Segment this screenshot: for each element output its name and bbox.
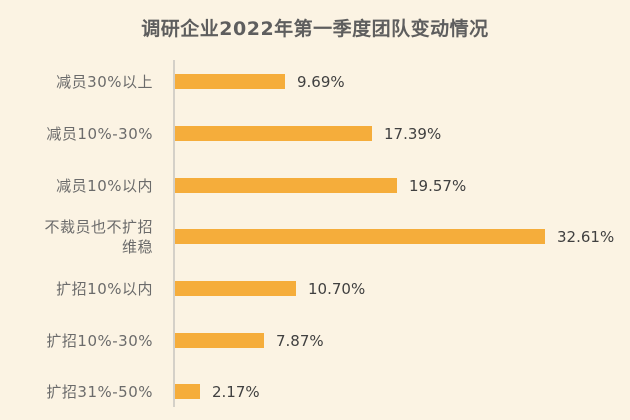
category-label: 减员10%以内 — [56, 176, 153, 195]
bar — [175, 74, 285, 89]
value-label: 2.17% — [212, 382, 260, 401]
bar — [175, 178, 397, 193]
bar — [175, 384, 200, 399]
category-label: 扩招31%-50% — [46, 382, 153, 401]
y-axis-line — [173, 60, 175, 407]
value-label: 7.87% — [276, 331, 324, 350]
category-label: 扩招10%以内 — [56, 279, 153, 298]
bar-row: 减员10%以内 19.57% — [0, 176, 630, 195]
bar-row: 减员30%以上 9.69% — [0, 72, 630, 91]
value-label: 17.39% — [384, 124, 442, 143]
bar-row: 扩招10%以内 10.70% — [0, 279, 630, 298]
category-label: 不裁员也不扩招 维稳 — [44, 217, 153, 256]
category-label: 扩招10%-30% — [46, 331, 153, 350]
chart-title: 调研企业2022年第一季度团队变动情况 — [141, 18, 489, 40]
value-label: 9.69% — [297, 72, 345, 91]
bar-row: 扩招10%-30% 7.87% — [0, 331, 630, 350]
bar-row: 扩招31%-50% 2.17% — [0, 382, 630, 401]
category-label: 减员30%以上 — [56, 72, 153, 91]
bar-row: 减员10%-30% 17.39% — [0, 124, 630, 143]
bar — [175, 281, 296, 296]
bar — [175, 126, 372, 141]
bar-row: 不裁员也不扩招 维稳 32.61% — [0, 218, 630, 256]
bar — [175, 229, 545, 244]
value-label: 19.57% — [409, 176, 467, 195]
value-label: 32.61% — [557, 227, 615, 246]
category-label: 减员10%-30% — [46, 124, 153, 143]
bar — [175, 333, 264, 348]
value-label: 10.70% — [308, 279, 366, 298]
